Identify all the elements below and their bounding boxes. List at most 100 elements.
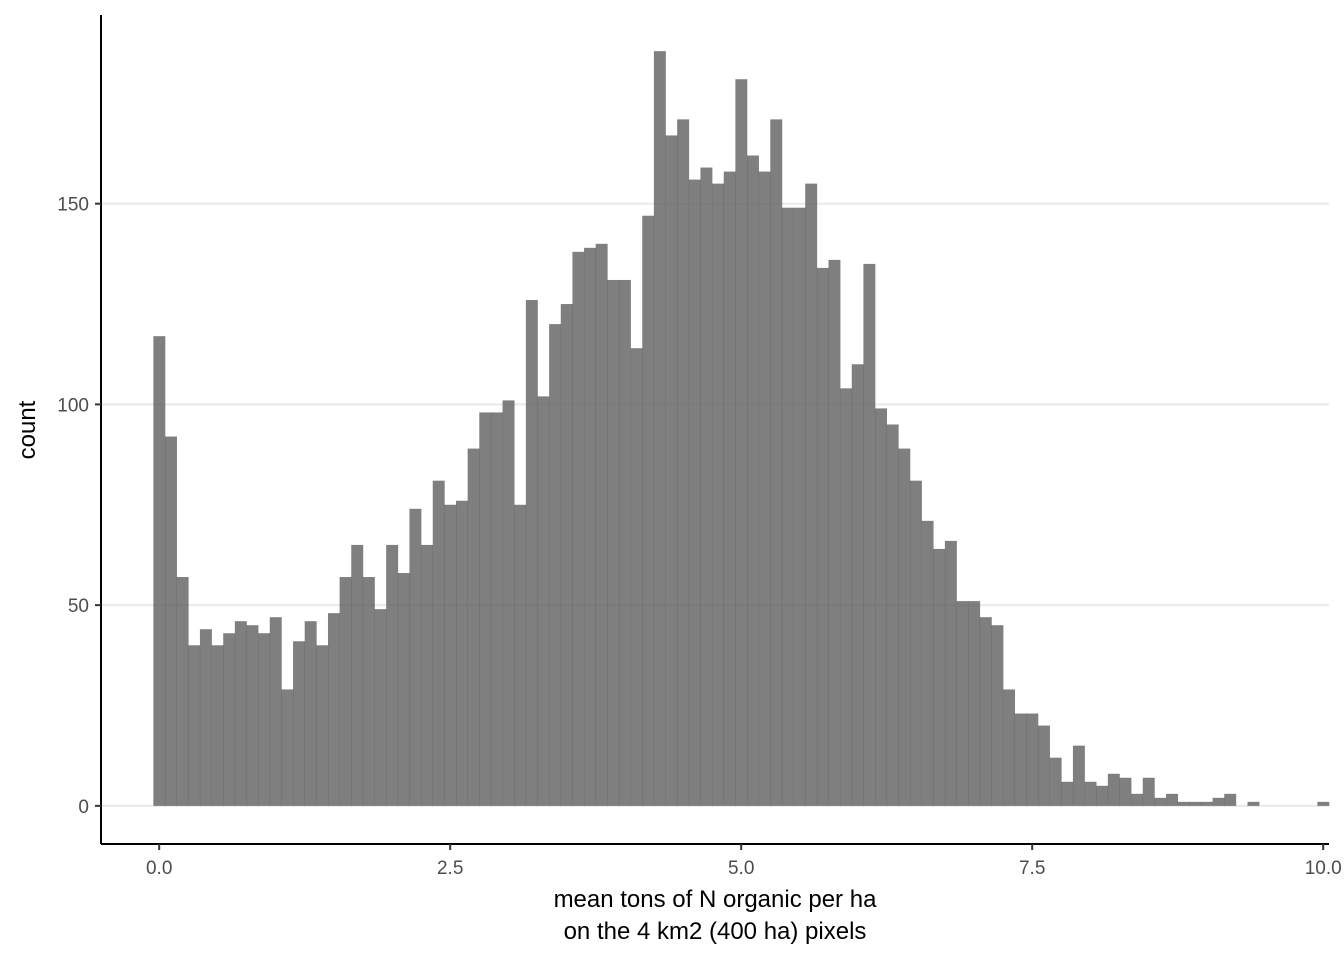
bar-bin-71	[979, 617, 992, 806]
bar-bin-51	[747, 155, 759, 806]
bar-bin-56	[805, 183, 818, 806]
bar-bin-89	[1189, 801, 1202, 806]
bar-bin-91	[1212, 797, 1225, 806]
bar-bin-70	[968, 601, 981, 806]
bar-bin-78	[1061, 781, 1074, 806]
bar-bin-11	[281, 689, 294, 806]
y-tick-label-1: 50	[68, 596, 89, 617]
x-tick-label-2: 5.0	[728, 858, 754, 879]
bar-bin-15	[327, 613, 340, 806]
bar-bin-82	[1107, 773, 1120, 806]
bar-bin-33	[537, 396, 550, 806]
bar-bin-32	[525, 300, 538, 806]
x-tick-label-0: 0.0	[146, 858, 172, 879]
bar-bin-16	[339, 577, 352, 806]
bar-bin-48	[712, 183, 725, 806]
bar-bin-59	[840, 388, 853, 806]
bar-bin-55	[793, 207, 806, 806]
bar-bin-77	[1049, 757, 1062, 806]
bar-bin-92	[1224, 793, 1237, 806]
bar-bin-53	[770, 119, 783, 806]
bar-bin-17	[351, 544, 364, 806]
y-tick-label-0: 0	[78, 797, 89, 818]
bar-bin-69	[956, 601, 969, 806]
bar-bin-73	[1003, 689, 1016, 806]
bar-bin-66	[921, 520, 934, 806]
bar-bin-14	[316, 645, 329, 806]
bar-bin-45	[677, 119, 690, 806]
x-axis-title-line-2: on the 4 km2 (400 ha) pixels	[564, 918, 867, 945]
x-tick-label-1: 2.5	[437, 858, 463, 879]
bar-bin-21	[397, 573, 410, 806]
bar-bin-38	[595, 243, 608, 806]
bar-bin-79	[1072, 745, 1085, 806]
y-axis-title: count	[14, 400, 41, 459]
bar-bin-65	[909, 480, 922, 806]
bar-bin-84	[1131, 793, 1144, 806]
bar-bin-5	[211, 645, 224, 806]
bar-bin-13	[304, 621, 317, 806]
bar-bin-46	[688, 179, 701, 806]
x-tick-label-4: 10.0	[1305, 858, 1342, 879]
bar-bin-58	[828, 259, 841, 806]
bar-bin-75	[1026, 713, 1039, 806]
bar-bin-26	[456, 500, 468, 806]
bar-bin-100	[1317, 801, 1330, 806]
bar-bin-57	[816, 267, 829, 806]
bar-bin-19	[374, 609, 387, 806]
bar-bin-72	[991, 625, 1004, 806]
bar-bin-42	[642, 215, 655, 806]
bar-bin-35	[560, 304, 573, 806]
bar-bin-81	[1096, 785, 1109, 806]
bar-bin-63	[886, 424, 899, 806]
bar-bin-52	[758, 171, 771, 806]
bar-bin-85	[1142, 777, 1155, 806]
bar-bin-36	[572, 251, 585, 806]
bar-bin-47	[700, 167, 713, 806]
bar-bin-28	[479, 412, 492, 806]
bar-bin-83	[1119, 777, 1132, 806]
bar-bin-10	[269, 617, 282, 806]
bar-bin-80	[1084, 781, 1097, 806]
bar-bin-31	[514, 504, 527, 806]
y-ticks: 0 50 100 150	[57, 195, 101, 818]
axes	[100, 15, 1329, 845]
x-ticks: 0.0 2.5 5.0 7.5 10.0	[146, 844, 1342, 879]
bar-bin-29	[490, 412, 503, 806]
bar-bin-62	[875, 408, 887, 806]
bar-bin-39	[607, 279, 620, 806]
bar-bin-1	[165, 436, 177, 806]
bar-bin-86	[1154, 797, 1167, 806]
bar-bin-6	[223, 633, 236, 806]
bar-bin-54	[781, 207, 794, 806]
x-tick-label-3: 7.5	[1019, 858, 1045, 879]
bar-bin-41	[630, 348, 643, 806]
bars	[153, 51, 1330, 806]
bar-bin-4	[199, 629, 212, 806]
bar-bin-94	[1247, 801, 1260, 806]
bar-bin-76	[1038, 725, 1050, 806]
bar-bin-24	[432, 480, 445, 806]
bar-bin-30	[502, 400, 515, 806]
bar-bin-7	[234, 621, 247, 806]
bar-bin-50	[735, 79, 748, 806]
bar-bin-74	[1014, 713, 1027, 806]
y-tick-label-3: 150	[57, 195, 89, 216]
bar-bin-27	[467, 448, 480, 806]
bar-bin-68	[944, 540, 957, 806]
bar-bin-60	[851, 364, 864, 806]
bar-bin-22	[409, 508, 422, 806]
bar-bin-9	[258, 633, 271, 806]
bar-bin-2	[176, 577, 189, 806]
bar-bin-49	[723, 171, 736, 806]
bar-bin-8	[246, 625, 259, 806]
bar-bin-37	[584, 247, 596, 806]
bar-bin-44	[665, 135, 678, 806]
bar-bin-64	[898, 448, 911, 806]
bar-bin-61	[863, 263, 876, 806]
bar-bin-67	[933, 548, 946, 806]
x-axis-title-line-1: mean tons of N organic per ha	[554, 886, 878, 913]
bar-bin-3	[188, 645, 201, 806]
bar-bin-88	[1177, 801, 1190, 806]
